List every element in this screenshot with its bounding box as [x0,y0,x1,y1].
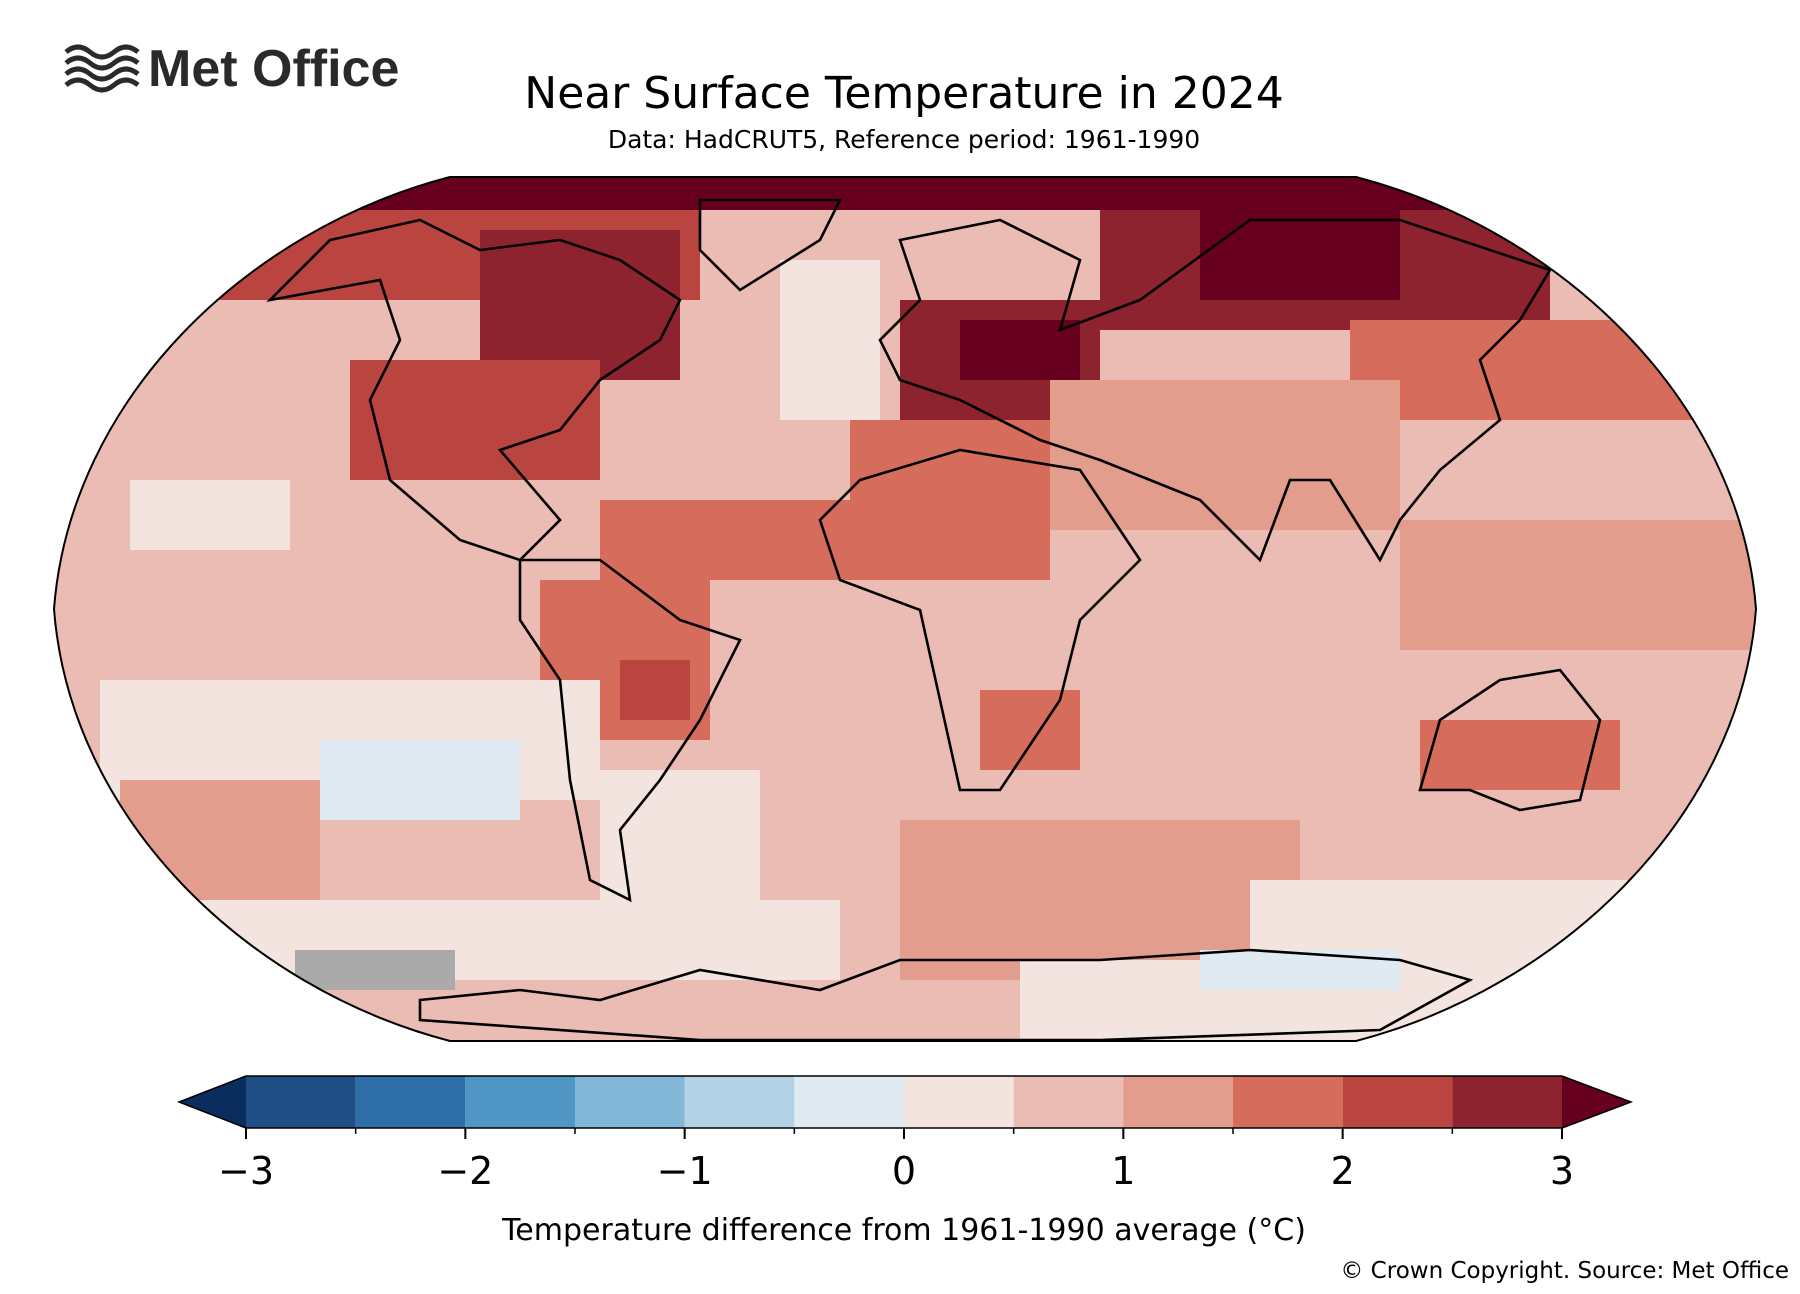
colorbar-tick-label: 1 [1111,1149,1135,1193]
colorbar-segment [904,1076,1014,1128]
copyright: © Crown Copyright. Source: Met Office [1340,1258,1789,1284]
colorbar-segment [684,1076,795,1128]
colorbar-tick-label: −3 [218,1149,274,1193]
colorbar-tick-label: 2 [1331,1149,1355,1193]
colorbar-segment [794,1076,904,1128]
colorbar-segment [1342,1076,1453,1128]
logo: Met Office [64,40,399,98]
colorbar-tick-label: −2 [437,1149,493,1193]
map [54,177,1756,1041]
colorbar-segment [1452,1076,1562,1128]
colorbar-segment [1233,1076,1343,1128]
logo-text: Met Office [148,40,399,98]
title: Near Surface Temperature in 2024 [524,68,1283,119]
subtitle: Data: HadCRUT5, Reference period: 1961-1… [608,125,1200,154]
map-border [52,176,1758,1042]
colorbar-tick-label: 3 [1550,1149,1574,1193]
colorbar-tick-label: 0 [892,1149,916,1193]
colorbar-segment [355,1076,466,1128]
colorbar-segment [1123,1076,1233,1128]
colorbar-over [1562,1076,1631,1128]
colorbar-tick-label: −1 [657,1149,713,1193]
colorbar-under [179,1076,246,1128]
colorbar-segment [1013,1076,1124,1128]
colorbar-segment [575,1076,685,1128]
logo-waves [64,44,140,93]
colorbar-label: Temperature difference from 1961-1990 av… [501,1213,1306,1248]
colorbar: −3 −2 −1 0 1 2 3 [176,1075,1634,1193]
colorbar-segment [465,1076,575,1128]
colorbar-segment [246,1076,356,1128]
